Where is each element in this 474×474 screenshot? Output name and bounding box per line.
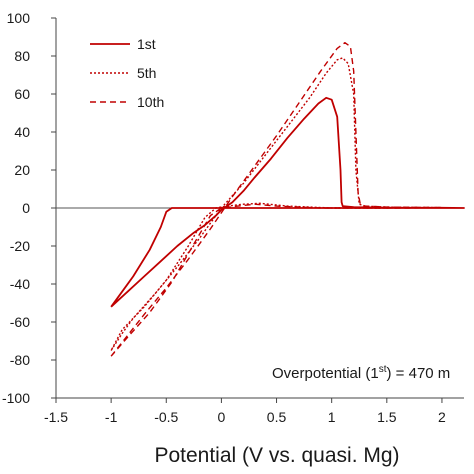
- y-tick-label: -40: [10, 276, 30, 292]
- y-tick-label: 40: [14, 124, 30, 140]
- y-tick-label: 20: [14, 162, 30, 178]
- x-tick-label: -1: [105, 409, 118, 425]
- y-tick-label: 100: [7, 10, 31, 26]
- overpotential-annotation: Overpotential (1st) = 470 m: [272, 364, 450, 382]
- annotation-superscript: st: [379, 364, 387, 375]
- y-tick-label: -80: [10, 352, 30, 368]
- x-axis-title: Potential (V vs. quasi. Mg): [154, 444, 399, 467]
- x-tick-label: 1: [328, 409, 336, 425]
- x-tick-label: 0.5: [267, 409, 287, 425]
- y-tick-label: -20: [10, 238, 30, 254]
- series-1st-line: [110, 96, 465, 308]
- annotation-prefix: Overpotential (1: [272, 365, 379, 382]
- axes-layer: 100 80 60 40 20 0 -20 -40 -60 -80 -100 -1.5 -1 -0.5 0 0…: [2, 10, 464, 425]
- y-tick-label: 60: [14, 86, 30, 102]
- y-tick-label: 80: [14, 48, 30, 64]
- legend-label-1st: 1st: [137, 36, 156, 52]
- legend-label-5th: 5th: [137, 65, 156, 81]
- legend: 1st 5th 10th: [90, 36, 164, 110]
- x-tick-label: 0: [218, 409, 226, 425]
- x-tick-label: 2: [438, 409, 446, 425]
- series-layer: [110, 42, 465, 357]
- x-tick-label: -0.5: [154, 409, 178, 425]
- series-10th-line: [110, 42, 443, 357]
- annotation-suffix: ) = 470 m: [387, 365, 451, 382]
- x-tick-label: 1.5: [377, 409, 397, 425]
- y-tick-label: -60: [10, 314, 30, 330]
- x-tick-label: -1.5: [44, 409, 68, 425]
- legend-label-10th: 10th: [137, 94, 164, 110]
- y-tick-label: 0: [22, 200, 30, 216]
- y-tick-label: -100: [2, 390, 30, 406]
